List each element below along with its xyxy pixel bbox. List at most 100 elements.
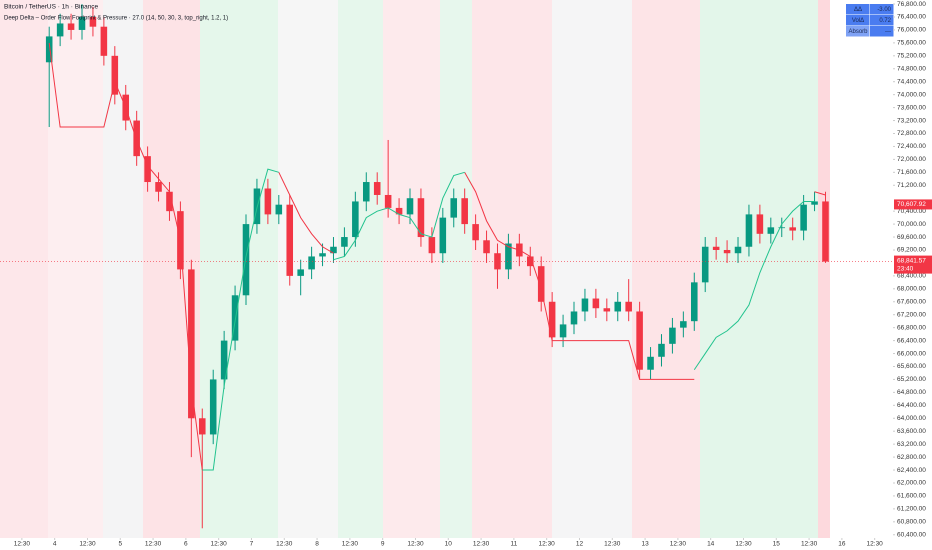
- y-tick-label: 76,000.00: [897, 27, 926, 34]
- candle-body: [800, 204, 807, 231]
- trail-line: [278, 172, 334, 254]
- y-tick-label: 67,600.00: [897, 298, 926, 305]
- candle-body: [78, 16, 86, 30]
- candle-body: [220, 340, 228, 380]
- y-tick-label: 70,000.00: [897, 221, 926, 228]
- candle-body: [822, 201, 829, 262]
- time-axis: [0, 538, 893, 550]
- x-tick-label: 8: [315, 541, 319, 548]
- y-tick-label: 72,800.00: [897, 130, 926, 137]
- candle-body: [658, 343, 665, 357]
- candle-body: [636, 311, 643, 370]
- trail-line: [202, 168, 279, 471]
- x-tick-label: 12:30: [670, 541, 687, 548]
- candle-body: [712, 246, 720, 250]
- y-tick-label: 61,600.00: [897, 493, 926, 500]
- candle-body: [56, 23, 64, 37]
- trail-line: [48, 42, 203, 471]
- candle-body: [341, 237, 348, 247]
- trail-line: [693, 200, 815, 371]
- table-cell: [846, 4, 870, 15]
- trail-line: [814, 191, 826, 196]
- x-tick-label: 15: [773, 541, 781, 548]
- candle-body: [581, 298, 589, 312]
- chart-title: Bitcoin / TetherUS · 1h · Binance: [4, 4, 99, 11]
- y-tick-label: 64,800.00: [897, 389, 926, 396]
- x-tick-label: 12:30: [276, 541, 293, 548]
- y-tick-label: 66,800.00: [897, 324, 926, 331]
- y-tick-label: 71,600.00: [897, 169, 926, 176]
- x-tick-label: 12:30: [407, 541, 424, 548]
- candle-body: [461, 198, 468, 225]
- candle-body: [264, 188, 272, 215]
- table-text: ---: [885, 29, 891, 35]
- candle-body: [188, 269, 195, 419]
- x-tick-label: 12:30: [211, 541, 228, 548]
- table-cell: [846, 26, 870, 37]
- y-tick-label: 76,400.00: [897, 14, 926, 21]
- last-price-label: 68,841.57: [897, 257, 926, 264]
- x-tick-label: 12:30: [801, 541, 818, 548]
- y-tick-label: 65,600.00: [897, 363, 926, 370]
- candle-body: [537, 266, 545, 302]
- price-axis: [893, 0, 932, 550]
- candle-body: [384, 194, 392, 208]
- candle-body: [352, 201, 359, 238]
- candle-body: [144, 156, 151, 183]
- y-tick-label: 65,200.00: [897, 376, 926, 383]
- x-tick-label: 13: [641, 541, 649, 548]
- table-text: Absorb: [848, 29, 868, 35]
- table-text: VolΔ: [852, 18, 864, 24]
- candle-body: [592, 298, 600, 309]
- candle-body: [155, 182, 162, 192]
- candle-body: [297, 269, 304, 276]
- y-tick-label: 70,400.00: [897, 208, 926, 215]
- x-tick-label: 12:30: [473, 541, 490, 548]
- candle-body: [231, 295, 239, 341]
- table-cell: [870, 26, 894, 37]
- candle-body: [198, 418, 206, 435]
- candle-body: [494, 253, 501, 270]
- candle-body: [450, 198, 458, 218]
- candle-body: [669, 327, 676, 344]
- candle-body: [89, 16, 97, 27]
- candle-body: [603, 308, 611, 312]
- y-tick-label: 75,600.00: [897, 40, 926, 47]
- y-tick-label: 69,600.00: [897, 234, 926, 241]
- y-tick-label: 76,800.00: [897, 1, 926, 8]
- last-price-box: [894, 255, 932, 274]
- candle-body: [45, 36, 53, 63]
- y-tick-label: 61,200.00: [897, 506, 926, 513]
- marker-price-box: [894, 199, 932, 210]
- y-tick-label: 73,600.00: [897, 104, 926, 111]
- y-tick-label: 62,400.00: [897, 467, 926, 474]
- y-tick-label: 62,800.00: [897, 454, 926, 461]
- x-tick-label: 12:30: [735, 541, 752, 548]
- candle-body: [756, 214, 764, 234]
- indicator-title: Deep Delta – Order Flow Footprint & Pres…: [4, 16, 228, 22]
- candle-body: [625, 301, 632, 312]
- candle-body: [133, 120, 140, 157]
- candle-body: [778, 227, 786, 229]
- x-tick-label: 11: [511, 541, 518, 548]
- candle-body: [373, 182, 381, 195]
- candle-body: [614, 301, 622, 312]
- candle-body: [691, 282, 698, 322]
- candle-body: [483, 240, 490, 254]
- y-tick-label: 60,400.00: [897, 531, 926, 538]
- y-tick-label: 72,400.00: [897, 143, 926, 150]
- x-tick-label: 12:30: [79, 541, 96, 548]
- table-cell: [870, 15, 894, 26]
- x-tick-label: 12:30: [14, 541, 31, 548]
- y-tick-label: 68,000.00: [897, 286, 926, 293]
- x-tick-label: 12:30: [342, 541, 359, 548]
- candle-body: [275, 204, 283, 215]
- candle-body: [526, 256, 534, 267]
- candle-body: [559, 324, 567, 338]
- table-text: 0.72: [879, 18, 891, 24]
- x-tick-label: 12: [576, 541, 584, 548]
- table-cell: [870, 4, 894, 15]
- y-tick-label: 75,200.00: [897, 53, 926, 60]
- x-tick-label: 9: [381, 541, 385, 548]
